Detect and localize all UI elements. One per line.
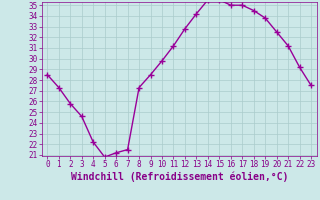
X-axis label: Windchill (Refroidissement éolien,°C): Windchill (Refroidissement éolien,°C) [70, 172, 288, 182]
